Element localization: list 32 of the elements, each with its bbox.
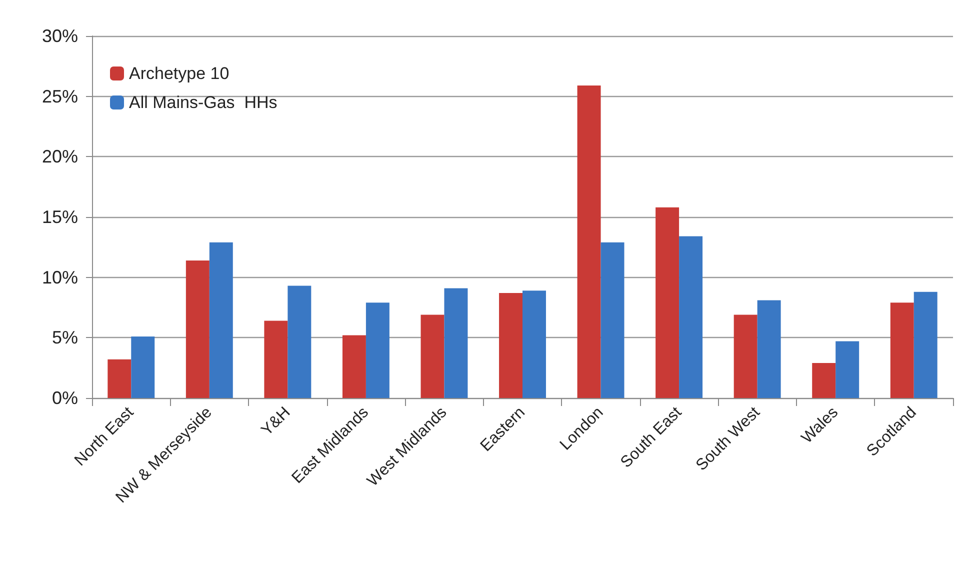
y-tick-label: 0% <box>52 388 78 408</box>
y-tick-label: 10% <box>42 267 78 288</box>
x-tick-label: Y&H <box>258 404 294 440</box>
bar <box>600 242 624 398</box>
bar <box>757 300 781 398</box>
bar <box>288 286 312 398</box>
bar <box>366 302 390 398</box>
bar <box>108 359 132 398</box>
bar <box>679 236 703 398</box>
bar <box>342 335 366 398</box>
bar <box>656 207 680 398</box>
bar <box>264 320 288 398</box>
bar <box>734 314 758 398</box>
bar <box>186 260 210 398</box>
bar <box>499 293 522 398</box>
bar <box>914 292 938 398</box>
bar <box>812 363 836 398</box>
bar <box>420 314 444 398</box>
legend-label: Archetype 10 <box>129 64 230 83</box>
bar <box>522 290 546 398</box>
y-tick-label: 25% <box>42 86 78 106</box>
y-tick-label: 15% <box>42 207 78 227</box>
bar <box>209 242 233 398</box>
y-tick-label: 20% <box>42 146 78 167</box>
bar <box>131 336 155 398</box>
bar <box>890 302 914 398</box>
bar <box>577 85 601 398</box>
legend-label: All Mains-Gas HHs <box>129 93 278 112</box>
y-tick-label: 30% <box>42 26 78 46</box>
bar <box>444 288 468 398</box>
bar <box>836 341 860 398</box>
y-tick-label: 5% <box>52 328 78 348</box>
